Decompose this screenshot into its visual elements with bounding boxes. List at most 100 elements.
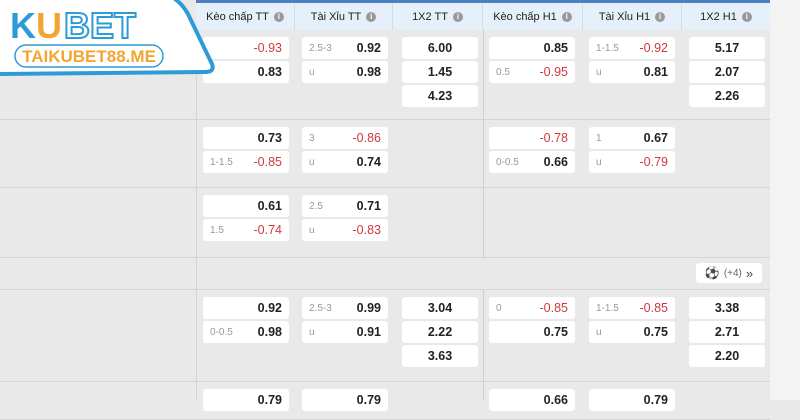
info-icon[interactable]: i: [741, 11, 752, 22]
odds-cell[interactable]: 3 -0.86: [302, 127, 388, 149]
odds-cell[interactable]: 0.79: [589, 389, 675, 411]
odds-value: 0.67: [643, 131, 668, 145]
odds-cell[interactable]: 1-1.5 -0.92: [589, 37, 675, 59]
odds-cell[interactable]: 2.20: [689, 345, 765, 367]
odds-value: 3.04: [427, 301, 453, 315]
odds-cell[interactable]: 0.75: [489, 321, 575, 343]
odds-value: -0.85: [639, 301, 669, 315]
handicap-line: 3: [309, 132, 315, 144]
odds-value: 0.75: [543, 325, 568, 339]
odds-cell[interactable]: u 0.98: [302, 61, 388, 83]
handicap-line: u: [596, 326, 602, 338]
odds-value: 0.79: [356, 393, 381, 407]
odds-cell[interactable]: 5.17: [689, 37, 765, 59]
svg-text:K: K: [10, 5, 36, 46]
handicap-line: 0: [496, 302, 502, 314]
odds-cell[interactable]: 3.38: [689, 297, 765, 319]
info-icon[interactable]: i: [366, 11, 377, 22]
odds-value: 0.98: [257, 325, 282, 339]
info-icon[interactable]: i: [452, 11, 463, 22]
handicap-line: u: [596, 66, 602, 78]
odds-value: -0.74: [253, 223, 283, 237]
odds-cell[interactable]: 3.63: [402, 345, 478, 367]
match-row: [0, 120, 770, 188]
odds-cell[interactable]: 0.61: [203, 195, 289, 217]
info-icon[interactable]: i: [655, 11, 666, 22]
odds-cell[interactable]: 2.07: [689, 61, 765, 83]
more-markets-button[interactable]: ⚽ (+4) »: [696, 263, 762, 283]
col-label: 1X2 TT: [412, 10, 448, 23]
odds-cell[interactable]: 1.5 -0.74: [203, 219, 289, 241]
odds-value: 0.99: [356, 301, 381, 315]
col-header-ou-h1: Tài Xỉu H1 i: [583, 3, 682, 30]
odds-cell[interactable]: 0-0.5 0.98: [203, 321, 289, 343]
odds-cell[interactable]: 3.04: [402, 297, 478, 319]
odds-cell[interactable]: u -0.79: [589, 151, 675, 173]
info-icon[interactable]: i: [561, 11, 572, 22]
odds-value: 2.07: [714, 65, 740, 79]
odds-value: 0.73: [257, 131, 282, 145]
odds-value: 0.91: [356, 325, 381, 339]
odds-cell[interactable]: 0.79: [302, 389, 388, 411]
odds-cell[interactable]: 6.00: [402, 37, 478, 59]
odds-cell[interactable]: -0.93: [203, 37, 289, 59]
col-header-handicap-ft: Kèo chấp TT i: [196, 3, 295, 30]
odds-cell[interactable]: 0.85: [489, 37, 575, 59]
column-divider: [483, 290, 484, 400]
odds-cell[interactable]: 2.22: [402, 321, 478, 343]
col-label: Kèo chấp TT: [206, 10, 269, 23]
odds-cell[interactable]: u -0.83: [302, 219, 388, 241]
odds-value: -0.85: [539, 301, 569, 315]
odds-cell[interactable]: 0.83: [203, 61, 289, 83]
odds-cell[interactable]: 0.73: [203, 127, 289, 149]
col-label: Kèo chấp H1: [493, 10, 557, 23]
odds-cell[interactable]: 0.66: [489, 389, 575, 411]
odds-cell[interactable]: 2.71: [689, 321, 765, 343]
column-divider: [196, 0, 197, 400]
odds-value: 0.92: [356, 41, 381, 55]
odds-cell[interactable]: 1 0.67: [589, 127, 675, 149]
odds-cell[interactable]: -0.78: [489, 127, 575, 149]
odds-value: 0.79: [257, 393, 282, 407]
odds-value: 0.83: [257, 65, 282, 79]
odds-cell[interactable]: 2.26: [689, 85, 765, 107]
odds-cell[interactable]: 0.5 -0.95: [489, 61, 575, 83]
odds-cell[interactable]: 0.79: [203, 389, 289, 411]
odds-value: -0.95: [539, 65, 569, 79]
odds-cell[interactable]: 0 -0.85: [489, 297, 575, 319]
handicap-line: u: [309, 224, 315, 236]
handicap-line: 2.5: [309, 200, 323, 212]
odds-value: 1.45: [427, 65, 453, 79]
odds-cell[interactable]: u 0.91: [302, 321, 388, 343]
odds-cell[interactable]: u 0.75: [589, 321, 675, 343]
svg-text:BET: BET: [64, 5, 136, 46]
info-icon[interactable]: i: [273, 11, 284, 22]
odds-value: 6.00: [427, 41, 453, 55]
odds-cell[interactable]: u 0.74: [302, 151, 388, 173]
odds-cell[interactable]: 2.5 0.71: [302, 195, 388, 217]
kubet-logo: K U BET TAIKUBET88.ME: [0, 0, 215, 76]
col-label: 1X2 H1: [700, 10, 737, 23]
odds-cell[interactable]: 4.23: [402, 85, 478, 107]
odds-cell[interactable]: u 0.81: [589, 61, 675, 83]
odds-value: -0.83: [352, 223, 382, 237]
odds-cell[interactable]: 1-1.5 -0.85: [589, 297, 675, 319]
odds-cell[interactable]: 2.5-3 0.92: [302, 37, 388, 59]
odds-value: 0.85: [543, 41, 568, 55]
table-header: Kèo chấp TT i Tài Xỉu TT i 1X2 TT i Kèo chấ…: [196, 0, 770, 30]
double-chevron-right-icon: »: [745, 265, 754, 281]
odds-cell[interactable]: 0-0.5 0.66: [489, 151, 575, 173]
odds-cell[interactable]: 1.45: [402, 61, 478, 83]
odds-cell[interactable]: 0.92: [203, 297, 289, 319]
odds-cell[interactable]: 1-1.5 -0.85: [203, 151, 289, 173]
odds-value: 2.20: [714, 349, 740, 363]
odds-value: 0.79: [643, 393, 668, 407]
handicap-line: 1-1.5: [596, 42, 619, 54]
odds-cell[interactable]: 2.5-3 0.99: [302, 297, 388, 319]
odds-value: 0.61: [257, 199, 282, 213]
handicap-line: u: [309, 66, 315, 78]
odds-value: 2.22: [427, 325, 453, 339]
odds-value: -0.86: [352, 131, 382, 145]
soccer-ball-icon: ⚽: [704, 266, 720, 280]
handicap-line: 0.5: [496, 66, 510, 78]
